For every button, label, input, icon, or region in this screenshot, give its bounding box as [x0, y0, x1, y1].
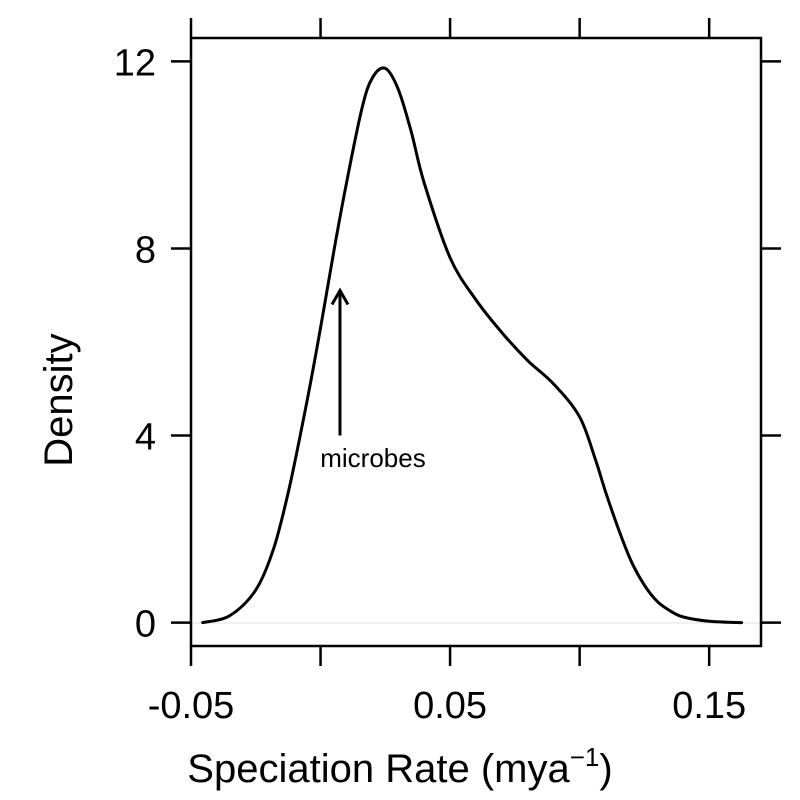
annotations: microbes — [320, 287, 426, 473]
y-tick-label: 4 — [135, 417, 156, 459]
plot-frame — [189, 36, 763, 648]
y-tick-label: 8 — [135, 229, 156, 271]
annotation-arrowhead — [330, 287, 350, 306]
x-tick-label: -0.05 — [148, 685, 235, 727]
annotation-label: microbes — [320, 443, 425, 473]
x-axis-label-suffix: ) — [599, 747, 612, 791]
x-axis-label-superscript: −1 — [570, 742, 600, 772]
x-axis-label-main: Speciation Rate (mya — [187, 747, 570, 791]
x-tick-label: 0.05 — [413, 685, 487, 727]
x-axis-label: Speciation Rate (mya−1) — [187, 742, 612, 791]
y-axis: 0 4 8 12 — [114, 42, 781, 646]
x-tick-label: 0.15 — [672, 685, 746, 727]
y-tick-label: 0 — [135, 604, 156, 646]
y-tick-label: 12 — [114, 42, 156, 84]
density-curve — [201, 66, 744, 625]
x-axis: -0.05 0.05 0.15 — [148, 18, 746, 727]
y-axis-label: Density — [37, 333, 81, 466]
